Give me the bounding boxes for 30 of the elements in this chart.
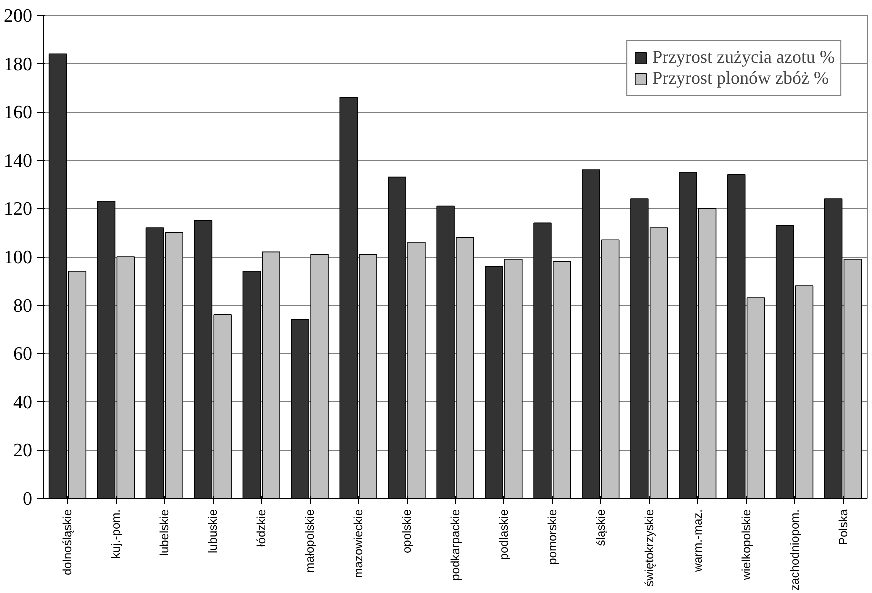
x-tick-label: kuj.-pom. bbox=[109, 509, 124, 559]
y-tick-label: 200 bbox=[4, 6, 32, 27]
x-tick-label: zachodniopom. bbox=[788, 509, 802, 591]
x-tick-label: lubelskie bbox=[158, 509, 172, 556]
x-tick-label: łódzkie bbox=[254, 509, 269, 547]
x-tick-label: małopolskie bbox=[303, 509, 318, 573]
x-tick-label: mazowieckie bbox=[352, 509, 366, 578]
y-tick-label: 0 bbox=[23, 489, 32, 510]
x-tick-label: pomorskie bbox=[545, 509, 560, 565]
y-tick-label: 160 bbox=[4, 102, 32, 124]
x-tick-label: podkarpackie bbox=[448, 509, 462, 581]
legend-label: Przyrost zużycia azotu % bbox=[652, 47, 835, 68]
x-tick-label: świętokrzyskie bbox=[642, 509, 656, 587]
y-tick-label: 140 bbox=[4, 150, 32, 172]
legend-label: Przyrost plonów zbóż % bbox=[652, 68, 830, 89]
x-tick-label: warm.-maz. bbox=[690, 509, 705, 574]
x-tick-label: podlaskie bbox=[496, 509, 511, 560]
x-tick-label: opolskie bbox=[400, 509, 414, 554]
y-tick-label: 120 bbox=[4, 199, 32, 220]
x-tick-label: śląskie bbox=[594, 509, 608, 546]
y-tick-label: 20 bbox=[14, 440, 32, 462]
x-tick-label: wielkopolskie bbox=[739, 509, 754, 582]
y-tick-label: 180 bbox=[4, 54, 32, 76]
y-tick-label: 80 bbox=[14, 296, 32, 317]
x-tick-label: lubuskie bbox=[206, 509, 220, 554]
y-tick-label: 100 bbox=[4, 248, 32, 268]
x-tick-label: dolnośląskie bbox=[60, 509, 75, 576]
y-tick-label: 40 bbox=[14, 392, 32, 414]
y-tick-label: 60 bbox=[14, 344, 32, 366]
x-tick-label: Polska bbox=[836, 509, 850, 546]
